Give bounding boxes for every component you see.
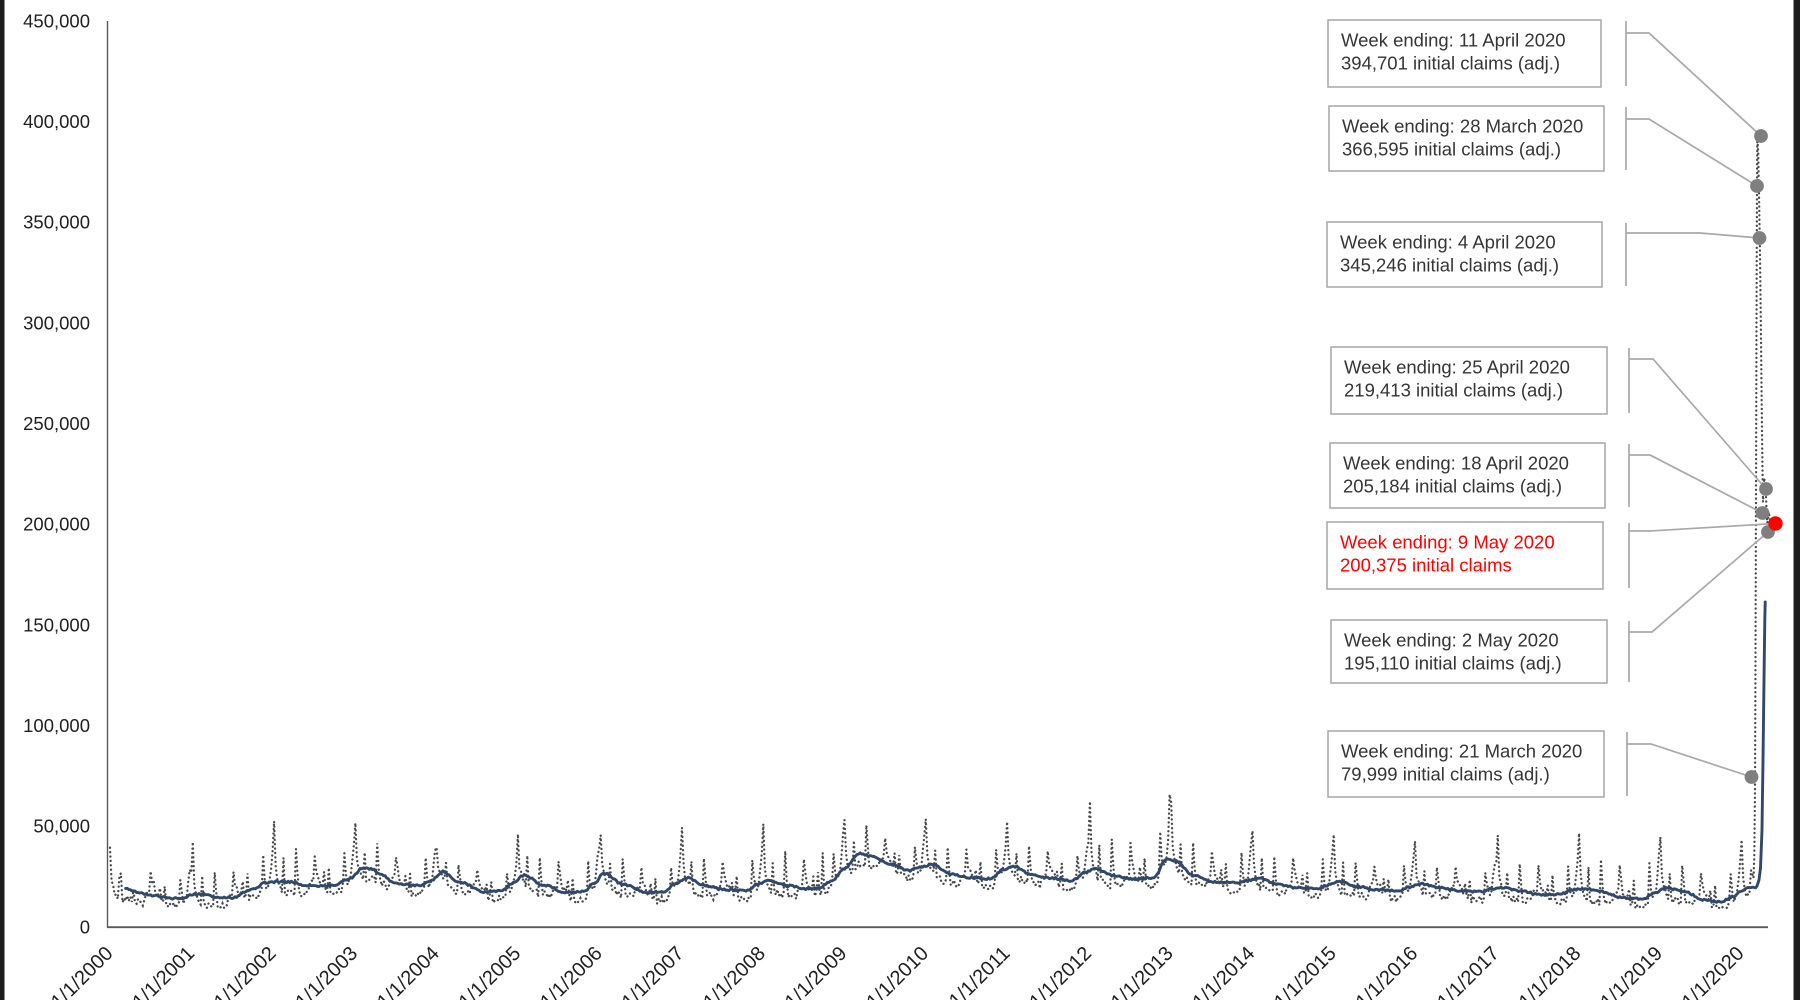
svg-text:195,110 initial claims (adj.): 195,110 initial claims (adj.): [1344, 653, 1562, 674]
svg-text:394,701 initial claims (adj.): 394,701 initial claims (adj.): [1341, 53, 1560, 74]
svg-text:205,184 initial claims (adj.): 205,184 initial claims (adj.): [1343, 476, 1562, 497]
svg-text:200,000: 200,000: [23, 514, 90, 535]
svg-text:200,375 initial claims: 200,375 initial claims: [1340, 555, 1512, 576]
svg-text:Week ending: 18 April 2020: Week ending: 18 April 2020: [1343, 453, 1569, 474]
svg-text:79,999 initial claims (adj.): 79,999 initial claims (adj.): [1341, 764, 1550, 785]
svg-text:250,000: 250,000: [23, 413, 90, 434]
svg-text:Week ending: 28 March 2020: Week ending: 28 March 2020: [1342, 116, 1583, 137]
svg-text:Week ending: 4 April 2020: Week ending: 4 April 2020: [1340, 232, 1556, 253]
svg-text:400,000: 400,000: [23, 111, 90, 132]
svg-text:366,595 initial claims (adj.): 366,595 initial claims (adj.): [1342, 139, 1561, 160]
svg-text:Week ending: 11 April 2020: Week ending: 11 April 2020: [1341, 30, 1566, 51]
svg-text:Week ending: 9 May 2020: Week ending: 9 May 2020: [1340, 532, 1555, 553]
svg-text:300,000: 300,000: [23, 312, 90, 333]
svg-text:0: 0: [80, 916, 90, 937]
svg-text:Week ending: 25 April 2020: Week ending: 25 April 2020: [1344, 357, 1570, 378]
svg-text:Week ending: 2 May 2020: Week ending: 2 May 2020: [1344, 630, 1559, 651]
svg-text:350,000: 350,000: [23, 212, 90, 233]
svg-text:219,413 initial claims (adj.): 219,413 initial claims (adj.): [1344, 380, 1563, 401]
svg-text:150,000: 150,000: [23, 614, 90, 635]
svg-text:50,000: 50,000: [33, 816, 90, 837]
svg-text:450,000: 450,000: [23, 10, 90, 31]
svg-text:345,246 initial claims (adj.): 345,246 initial claims (adj.): [1340, 255, 1559, 276]
svg-text:Week ending: 21 March 2020: Week ending: 21 March 2020: [1341, 741, 1582, 762]
svg-text:100,000: 100,000: [23, 715, 90, 736]
